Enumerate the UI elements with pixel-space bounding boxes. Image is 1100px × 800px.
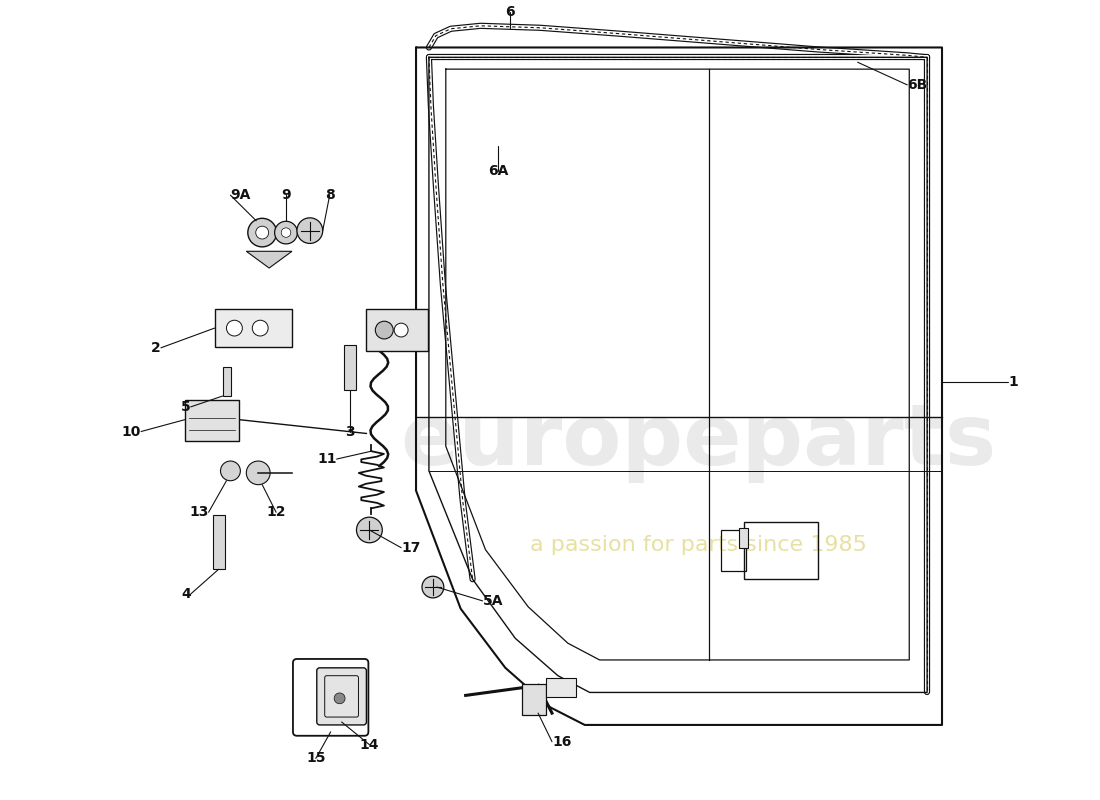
- Text: 16: 16: [552, 734, 571, 749]
- Text: 12: 12: [266, 506, 286, 519]
- Circle shape: [297, 218, 322, 243]
- Bar: [522, 683, 546, 715]
- Text: 9A: 9A: [230, 188, 251, 202]
- FancyBboxPatch shape: [317, 668, 366, 725]
- Text: 3: 3: [344, 425, 354, 438]
- Text: 6B: 6B: [908, 78, 927, 92]
- Circle shape: [334, 693, 345, 704]
- Circle shape: [394, 323, 408, 337]
- Circle shape: [220, 461, 241, 481]
- Circle shape: [356, 517, 383, 542]
- Text: 1: 1: [1009, 375, 1019, 390]
- Bar: [738, 528, 748, 548]
- Text: 5A: 5A: [483, 594, 503, 608]
- Bar: [546, 678, 575, 698]
- Text: 13: 13: [189, 506, 209, 519]
- Bar: [720, 530, 747, 571]
- Bar: [185, 400, 240, 442]
- Bar: [212, 515, 226, 570]
- Circle shape: [255, 226, 268, 239]
- Text: a passion for parts since 1985: a passion for parts since 1985: [530, 534, 867, 554]
- Text: 2: 2: [151, 341, 161, 355]
- Bar: [222, 366, 231, 396]
- Text: 14: 14: [360, 738, 379, 752]
- Bar: [343, 345, 356, 390]
- Text: 15: 15: [306, 751, 326, 766]
- Text: 6: 6: [506, 5, 515, 19]
- Text: 9: 9: [282, 188, 290, 202]
- Text: 5: 5: [182, 400, 190, 414]
- Text: 17: 17: [402, 541, 420, 554]
- Circle shape: [375, 322, 393, 339]
- Text: 4: 4: [182, 587, 190, 601]
- Circle shape: [248, 218, 276, 247]
- Polygon shape: [246, 251, 292, 268]
- Bar: [214, 310, 292, 347]
- Circle shape: [282, 228, 290, 238]
- Circle shape: [227, 320, 242, 336]
- Text: 8: 8: [324, 188, 334, 202]
- Circle shape: [275, 222, 297, 244]
- Text: europeparts: europeparts: [400, 400, 997, 483]
- Text: 11: 11: [317, 452, 337, 466]
- Circle shape: [246, 461, 271, 485]
- Text: 10: 10: [122, 425, 141, 438]
- Circle shape: [252, 320, 268, 336]
- Circle shape: [422, 576, 443, 598]
- Bar: [366, 310, 428, 350]
- Text: 6A: 6A: [488, 163, 508, 178]
- Bar: [744, 522, 818, 579]
